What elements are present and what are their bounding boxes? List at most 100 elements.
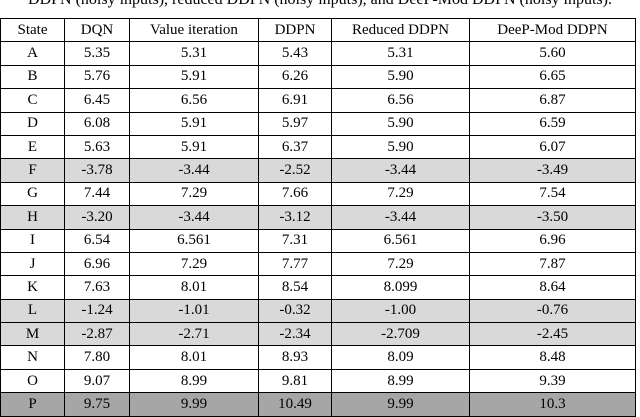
value-cell: -3.78 — [64, 158, 130, 183]
value-cell: -2.34 — [258, 322, 332, 347]
table-row: B 5.76 5.91 6.26 5.90 6.65 — [0, 64, 636, 90]
header-row: State DQN Value iteration DDPN Reduced DDPN D… — [0, 17, 636, 43]
value-cell: 6.91 — [258, 88, 332, 113]
value-cell: -3.44 — [129, 158, 259, 183]
value-cell: 7.80 — [64, 345, 130, 370]
value-cell: -2.709 — [331, 322, 470, 347]
value-cell: -3.20 — [64, 205, 130, 230]
value-cell: 5.91 — [129, 134, 259, 160]
state-cell: B — [0, 64, 65, 90]
value-cell: 5.76 — [64, 64, 130, 90]
value-cell: 8.099 — [331, 275, 470, 300]
value-cell: 6.45 — [64, 88, 130, 113]
table-row: D 6.08 5.91 5.97 5.90 6.59 — [0, 111, 636, 136]
header-cell: DDPN — [258, 17, 332, 43]
state-cell: L — [0, 298, 65, 324]
value-cell: 5.60 — [469, 41, 636, 66]
value-cell: 5.90 — [331, 64, 470, 90]
value-cell: -3.49 — [469, 158, 636, 183]
value-cell: -3.50 — [469, 205, 636, 230]
value-cell: -2.87 — [64, 322, 130, 347]
state-cell: O — [0, 368, 65, 394]
table-row: A 5.35 5.31 5.43 5.31 5.60 — [0, 41, 636, 66]
value-cell: 5.31 — [331, 41, 470, 66]
value-cell: 6.08 — [64, 111, 130, 136]
table-row: C 6.45 6.56 6.91 6.56 6.87 — [0, 88, 636, 113]
value-cell: -0.32 — [258, 298, 332, 324]
value-cell: 7.31 — [258, 228, 332, 253]
value-cell: 10.49 — [258, 392, 332, 417]
value-cell: 7.29 — [129, 251, 259, 277]
value-cell: 8.01 — [129, 275, 259, 300]
state-cell: J — [0, 251, 65, 277]
value-cell: 6.96 — [469, 228, 636, 253]
value-cell: 6.56 — [129, 88, 259, 113]
value-cell: -2.45 — [469, 322, 636, 347]
value-cell: -3.12 — [258, 205, 332, 230]
table-row: I 6.54 6.561 7.31 6.561 6.96 — [0, 228, 636, 253]
state-cell: C — [0, 88, 65, 113]
state-cell: D — [0, 111, 65, 136]
value-cell: 5.90 — [331, 134, 470, 160]
value-cell: 6.561 — [331, 228, 470, 253]
value-cell: 6.96 — [64, 251, 130, 277]
header-cell: Reduced DDPN — [331, 17, 470, 43]
value-cell: 6.37 — [258, 134, 332, 160]
value-cell: 9.75 — [64, 392, 130, 417]
value-cell: 6.26 — [258, 64, 332, 90]
value-cell: -2.71 — [129, 322, 259, 347]
value-cell: 6.65 — [469, 64, 636, 90]
table-row: M -2.87 -2.71 -2.34 -2.709 -2.45 — [0, 322, 636, 347]
state-cell: I — [0, 228, 65, 253]
value-cell: 6.56 — [331, 88, 470, 113]
value-cell: 8.99 — [129, 368, 259, 394]
table-row: L -1.24 -1.01 -0.32 -1.00 -0.76 — [0, 298, 636, 324]
value-cell: 9.07 — [64, 368, 130, 394]
value-cell: -0.76 — [469, 298, 636, 324]
value-cell: 5.97 — [258, 111, 332, 136]
value-cell: 7.87 — [469, 251, 636, 277]
value-cell: 6.87 — [469, 88, 636, 113]
value-cell: 7.66 — [258, 181, 332, 207]
value-cell: 6.54 — [64, 228, 130, 253]
state-cell: M — [0, 322, 65, 347]
header-cell: Value iteration — [129, 17, 259, 43]
state-cell: K — [0, 275, 65, 300]
value-cell: 6.59 — [469, 111, 636, 136]
value-cell: 7.29 — [331, 251, 470, 277]
value-cell: 5.35 — [64, 41, 130, 66]
table-body: A 5.35 5.31 5.43 5.31 5.60 B 5.76 5.91 6.26 5.90 6.… — [0, 41, 636, 417]
results-table: State DQN Value iteration DDPN Reduced DDPN D… — [0, 17, 636, 417]
value-cell: 8.01 — [129, 345, 259, 370]
value-cell: -1.24 — [64, 298, 130, 324]
value-cell: 8.48 — [469, 345, 636, 370]
value-cell: 5.31 — [129, 41, 259, 66]
table-row: O 9.07 8.99 9.81 8.99 9.39 — [0, 368, 636, 394]
value-cell: 9.39 — [469, 368, 636, 394]
value-cell: 6.07 — [469, 134, 636, 160]
value-cell: 5.43 — [258, 41, 332, 66]
value-cell: -3.44 — [331, 205, 470, 230]
value-cell: 5.91 — [129, 111, 259, 136]
state-cell: N — [0, 345, 65, 370]
value-cell: 5.91 — [129, 64, 259, 90]
table-row: P 9.75 9.99 10.49 9.99 10.3 — [0, 392, 636, 417]
header-cell: DeeP-Mod DDPN — [469, 17, 636, 43]
value-cell: 9.99 — [331, 392, 470, 417]
header-cell: DQN — [64, 17, 130, 43]
value-cell: -2.52 — [258, 158, 332, 183]
table-row: K 7.63 8.01 8.54 8.099 8.64 — [0, 275, 636, 300]
value-cell: 8.93 — [258, 345, 332, 370]
table-row: J 6.96 7.29 7.77 7.29 7.87 — [0, 251, 636, 277]
value-cell: 8.64 — [469, 275, 636, 300]
value-cell: 10.3 — [469, 392, 636, 417]
value-cell: -1.01 — [129, 298, 259, 324]
value-cell: 7.54 — [469, 181, 636, 207]
caption: DDPN (noisy inputs), reduced DDPN (noisy… — [0, 0, 640, 9]
value-cell: -3.44 — [129, 205, 259, 230]
value-cell: 5.90 — [331, 111, 470, 136]
table-row: E 5.63 5.91 6.37 5.90 6.07 — [0, 134, 636, 160]
table-row: G 7.44 7.29 7.66 7.29 7.54 — [0, 181, 636, 207]
state-cell: A — [0, 41, 65, 66]
